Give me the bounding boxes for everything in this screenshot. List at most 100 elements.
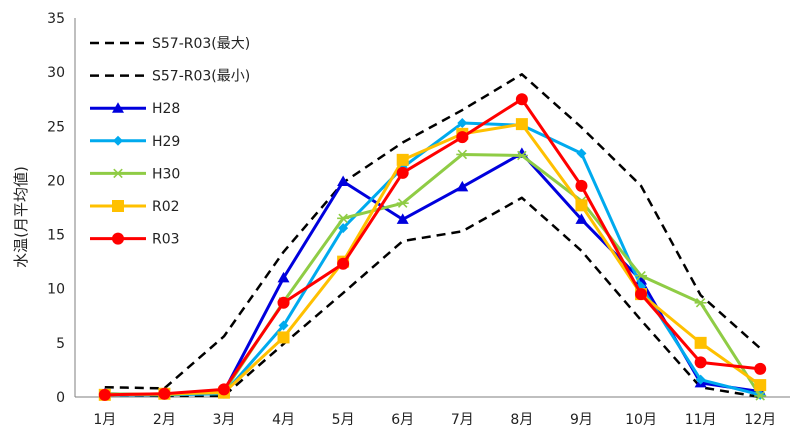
legend-label: S57-R03(最大) [152, 36, 250, 52]
series-6-point [515, 93, 528, 106]
series-2-point [575, 213, 588, 224]
asterisk-stroke [636, 270, 646, 281]
series-6-point [575, 179, 588, 192]
series-4-point [396, 198, 409, 208]
legend-label: R02 [152, 199, 180, 215]
asterisk-stroke [113, 168, 123, 179]
x-tick-label: 1月 [93, 412, 116, 428]
asterisk-stroke [695, 298, 706, 308]
y-tick-label: 20 [47, 173, 65, 189]
series-3-point [457, 118, 468, 129]
legend: S57-R03(最大) S57-R03(最小) H28 H29 H30 R02 R03 [90, 36, 250, 248]
legend-item: S57-R03(最小) [90, 69, 250, 85]
legend-marker [112, 102, 124, 113]
series-5-point [515, 118, 528, 131]
legend-label: R03 [152, 232, 180, 248]
y-tick-label: 10 [47, 282, 65, 298]
series-4-point [635, 270, 648, 281]
x-tick-label: 5月 [332, 412, 355, 428]
legend-item: H28 [90, 101, 180, 117]
legend-label: S57-R03(最小) [152, 69, 250, 85]
series-5-point [396, 153, 409, 166]
x-tick-label: 3月 [212, 412, 235, 428]
x-tick-label: 12月 [744, 412, 776, 428]
legend-marker [112, 232, 124, 245]
series-4-point [694, 298, 707, 308]
asterisk-stroke [517, 150, 527, 161]
series-4-point [456, 149, 469, 160]
series-2-point [337, 175, 350, 187]
series-1-line [104, 196, 761, 399]
x-tick-label: 10月 [625, 412, 657, 428]
series-5-point [754, 379, 767, 392]
legend-label: H30 [152, 166, 180, 182]
series-group [98, 73, 767, 401]
asterisk-stroke [397, 198, 408, 208]
y-tick-label: 30 [47, 65, 65, 81]
x-tick-label: 9月 [570, 412, 593, 428]
series-1 [104, 196, 761, 399]
legend-marker [112, 200, 124, 212]
series-2 [98, 147, 767, 400]
series-3-point [338, 223, 349, 234]
legend-label: H28 [152, 101, 180, 117]
legend-item: H29 [90, 134, 180, 150]
series-4-point [754, 391, 767, 401]
x-tick-label: 2月 [153, 412, 176, 428]
x-tick-labels: 1月 2月 3月 4月 5月 6月 7月 8月 9月 10月 11月 12月 [93, 412, 776, 428]
y-tick-label: 25 [47, 119, 65, 135]
series-0 [104, 73, 762, 390]
series-6 [98, 93, 767, 401]
series-3-point [278, 320, 289, 331]
series-2-point [277, 271, 290, 283]
series-4 [98, 149, 767, 401]
series-2-line [104, 151, 761, 397]
y-tick-label: 35 [47, 11, 65, 27]
series-6-point [337, 257, 350, 270]
x-tick-label: 4月 [272, 412, 295, 428]
x-tick-label: 6月 [391, 412, 414, 428]
series-0-line [104, 73, 762, 390]
x-tick-label: 8月 [510, 412, 533, 428]
series-5-line [104, 122, 762, 397]
series-6-point [635, 288, 648, 301]
asterisk-stroke [338, 213, 348, 224]
y-tick-labels: 0 5 10 15 20 25 30 35 [47, 11, 65, 406]
series-3-point [695, 374, 706, 385]
asterisk-stroke [755, 391, 765, 401]
legend-marker [112, 168, 124, 179]
series-2-point [456, 180, 469, 192]
y-tick-label: 5 [56, 336, 65, 352]
series-5-point [694, 336, 707, 349]
legend-item: S57-R03(最大) [90, 36, 250, 52]
legend-label: H29 [152, 134, 180, 150]
x-tick-label: 7月 [451, 412, 474, 428]
series-5-point [277, 331, 290, 344]
series-4-point [337, 213, 350, 224]
series-3-point [576, 148, 587, 159]
series-2-point [396, 213, 409, 224]
y-axis-label: 水温(月平均値) [12, 166, 30, 268]
legend-item: H30 [90, 166, 180, 182]
axes [74, 18, 790, 398]
y-tick-label: 0 [56, 390, 65, 406]
legend-item: R02 [90, 199, 180, 215]
series-5-point [575, 199, 588, 212]
series-6-point [456, 131, 469, 144]
series-6-point [754, 362, 767, 375]
series-6-point [694, 356, 707, 369]
x-tick-label: 11月 [685, 412, 717, 428]
series-6-point [217, 383, 230, 396]
asterisk-stroke [457, 149, 468, 160]
series-6-point [277, 296, 290, 309]
legend-marker [113, 135, 123, 146]
series-6-point [158, 387, 171, 400]
y-tick-label: 15 [47, 228, 65, 244]
series-6-line [104, 97, 761, 397]
legend-item: R03 [90, 232, 180, 248]
series-6-point [98, 388, 111, 401]
series-6-point [396, 166, 409, 179]
series-4-point [515, 150, 528, 161]
series-4-line [104, 152, 762, 397]
